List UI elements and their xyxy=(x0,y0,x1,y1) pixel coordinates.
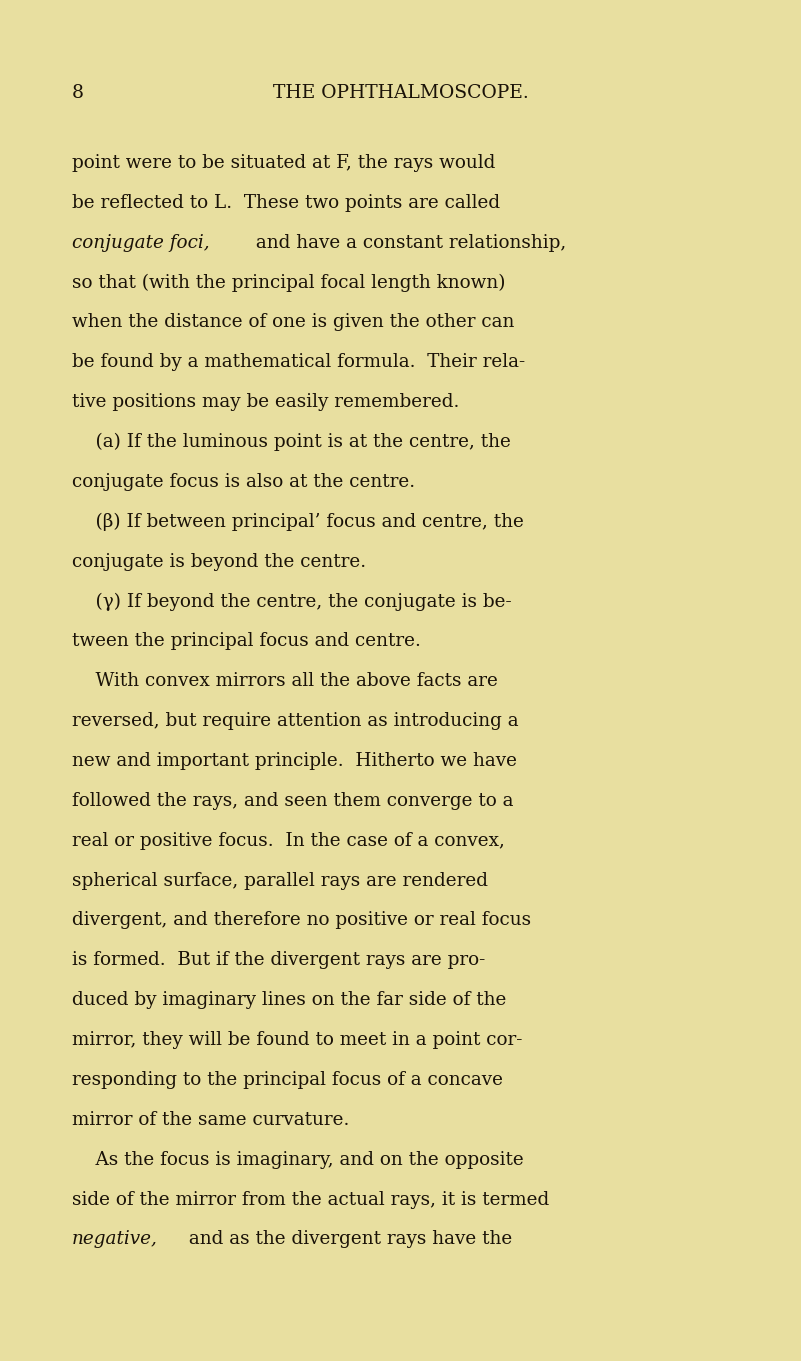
Text: is formed.  But if the divergent rays are pro-: is formed. But if the divergent rays are… xyxy=(72,951,485,969)
Text: so that (with the principal focal length known): so that (with the principal focal length… xyxy=(72,274,505,291)
Text: new and important principle.  Hitherto we have: new and important principle. Hitherto we… xyxy=(72,751,517,770)
Text: conjugate is beyond the centre.: conjugate is beyond the centre. xyxy=(72,553,366,570)
Text: real or positive focus.  In the case of a convex,: real or positive focus. In the case of a… xyxy=(72,832,505,849)
Text: reversed, but require attention as introducing a: reversed, but require attention as intro… xyxy=(72,712,519,729)
Text: and have a constant relationship,: and have a constant relationship, xyxy=(250,234,566,252)
Text: mirror of the same curvature.: mirror of the same curvature. xyxy=(72,1111,349,1128)
Text: followed the rays, and seen them converge to a: followed the rays, and seen them converg… xyxy=(72,792,513,810)
Text: point were to be situated at F, the rays would: point were to be situated at F, the rays… xyxy=(72,154,496,171)
Text: With convex mirrors all the above facts are: With convex mirrors all the above facts … xyxy=(72,672,498,690)
Text: 8: 8 xyxy=(72,84,84,102)
Text: (β) If between principal’ focus and centre, the: (β) If between principal’ focus and cent… xyxy=(72,513,524,531)
Text: negative,: negative, xyxy=(72,1230,158,1248)
Text: As the focus is imaginary, and on the opposite: As the focus is imaginary, and on the op… xyxy=(72,1151,524,1169)
Text: be found by a mathematical formula.  Their rela-: be found by a mathematical formula. Thei… xyxy=(72,354,525,372)
Text: (a) If the luminous point is at the centre, the: (a) If the luminous point is at the cent… xyxy=(72,433,511,452)
Text: tween the principal focus and centre.: tween the principal focus and centre. xyxy=(72,633,421,651)
Text: divergent, and therefore no positive or real focus: divergent, and therefore no positive or … xyxy=(72,912,531,930)
Text: conjugate foci,: conjugate foci, xyxy=(72,234,210,252)
Text: tive positions may be easily remembered.: tive positions may be easily remembered. xyxy=(72,393,460,411)
Text: (γ) If beyond the centre, the conjugate is be-: (γ) If beyond the centre, the conjugate … xyxy=(72,592,512,611)
Text: THE OPHTHALMOSCOPE.: THE OPHTHALMOSCOPE. xyxy=(272,84,529,102)
Text: and as the divergent rays have the: and as the divergent rays have the xyxy=(183,1230,512,1248)
Text: when the distance of one is given the other can: when the distance of one is given the ot… xyxy=(72,313,514,331)
Text: be reflected to L.  These two points are called: be reflected to L. These two points are … xyxy=(72,193,500,212)
Text: conjugate focus is also at the centre.: conjugate focus is also at the centre. xyxy=(72,472,415,491)
Text: responding to the principal focus of a concave: responding to the principal focus of a c… xyxy=(72,1071,503,1089)
Text: spherical surface, parallel rays are rendered: spherical surface, parallel rays are ren… xyxy=(72,871,488,890)
Text: side of the mirror from the actual rays, it is termed: side of the mirror from the actual rays,… xyxy=(72,1191,549,1209)
Text: duced by imaginary lines on the far side of the: duced by imaginary lines on the far side… xyxy=(72,991,506,1010)
Text: mirror, they will be found to meet in a point cor-: mirror, they will be found to meet in a … xyxy=(72,1032,522,1049)
